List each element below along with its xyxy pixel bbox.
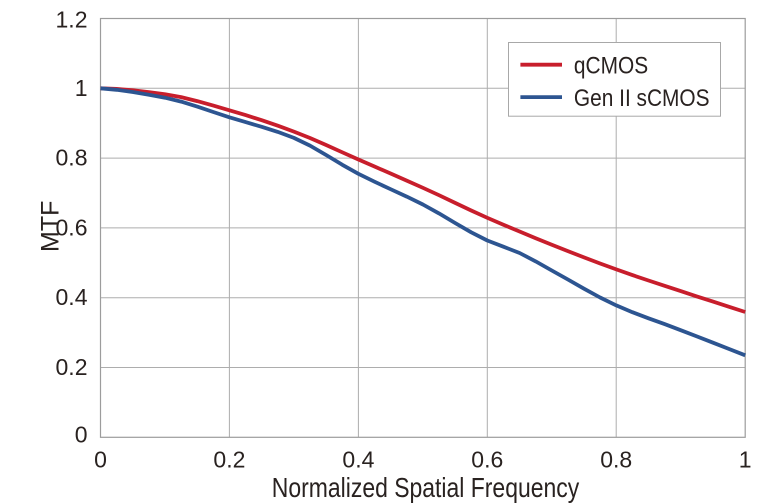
svg-text:0.6: 0.6 [56,214,88,240]
svg-text:0.4: 0.4 [342,447,374,473]
svg-text:qCMOS: qCMOS [574,52,648,79]
svg-text:0.8: 0.8 [56,145,88,171]
svg-text:0: 0 [75,422,88,448]
svg-text:1: 1 [75,75,88,101]
svg-text:0.6: 0.6 [471,447,503,473]
svg-text:1: 1 [739,447,752,473]
svg-text:Normalized Spatial Frequency: Normalized Spatial Frequency [272,473,580,503]
svg-text:MTF: MTF [37,201,65,252]
svg-text:0: 0 [94,447,107,473]
svg-text:Gen II sCMOS: Gen II sCMOS [574,84,710,111]
svg-text:1.2: 1.2 [56,6,88,32]
svg-text:0.2: 0.2 [213,447,245,473]
svg-text:0.4: 0.4 [56,284,88,310]
svg-text:0.2: 0.2 [56,354,88,380]
svg-text:0.8: 0.8 [600,447,632,473]
